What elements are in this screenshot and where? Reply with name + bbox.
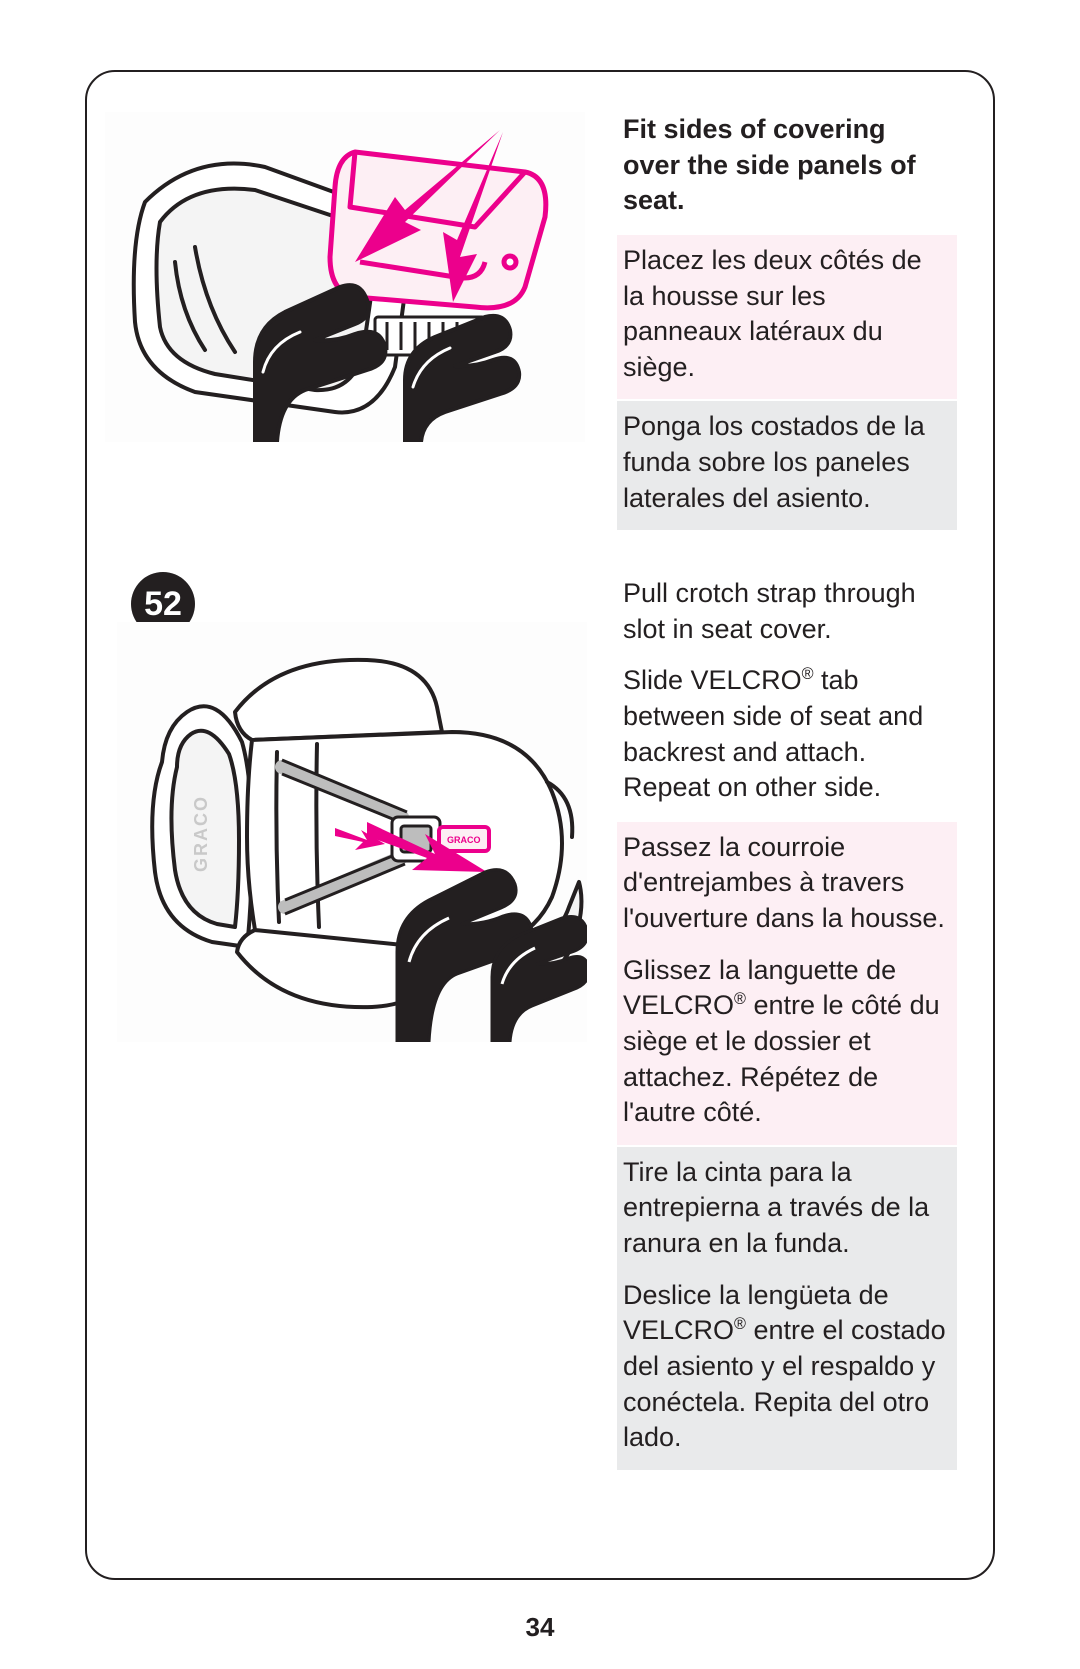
step51-fr-text: Placez les deux côtés de la housse sur l… <box>623 243 947 386</box>
text-col-52: Pull crotch strap through slot in seat c… <box>617 568 957 1472</box>
step51-en-text: Fit sides of covering over the side pane… <box>623 112 947 219</box>
step52-en-p2: Slide VELCRO® tab between side of seat a… <box>623 663 947 806</box>
registered-mark: ® <box>734 1315 746 1333</box>
step-number: 52 <box>144 585 182 624</box>
step52-en-p2a: Slide VELCRO <box>623 665 802 695</box>
step52-en-p1: Pull crotch strap through slot in seat c… <box>623 576 947 647</box>
step52-es-p2: Deslice la lengüeta de VELCRO® entre el … <box>623 1278 947 1456</box>
svg-text:GRACO: GRACO <box>191 795 211 872</box>
step51-fr: Placez les deux côtés de la housse sur l… <box>617 235 957 400</box>
step52-fr-p2: Glissez la languette de VELCRO® entre le… <box>623 953 947 1131</box>
step51-es: Ponga los costados de la funda sobre los… <box>617 401 957 530</box>
page-number-value: 34 <box>526 1612 555 1642</box>
page-frame: 51 <box>85 70 995 1580</box>
step51-es-text: Ponga los costados de la funda sobre los… <box>623 409 947 516</box>
registered-mark: ® <box>802 665 814 683</box>
step51-en: Fit sides of covering over the side pane… <box>617 104 957 233</box>
step52-en: Pull crotch strap through slot in seat c… <box>617 568 957 820</box>
step52-fr-p1: Passez la courroie d'entrejambes à trave… <box>623 830 947 937</box>
registered-mark: ® <box>734 990 746 1008</box>
text-col-51: Fit sides of covering over the side pane… <box>617 104 957 532</box>
page-number: 34 <box>0 1612 1080 1643</box>
svg-text:GRACO: GRACO <box>447 835 481 845</box>
illustration-51 <box>105 112 585 442</box>
step52-fr: Passez la courroie d'entrejambes à trave… <box>617 822 957 1145</box>
step52-es: Tire la cinta para la entrepierna a trav… <box>617 1147 957 1470</box>
illustration-52: GRACO <box>117 622 587 1042</box>
step52-es-p1: Tire la cinta para la entrepierna a trav… <box>623 1155 947 1262</box>
